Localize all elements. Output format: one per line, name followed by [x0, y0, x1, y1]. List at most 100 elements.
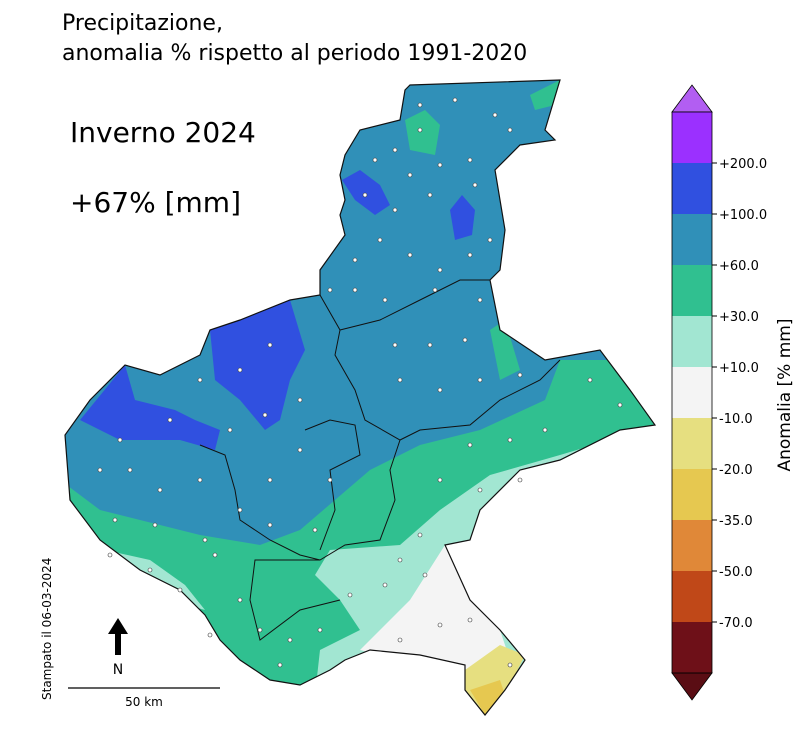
station: [237, 367, 243, 373]
station: [352, 257, 358, 263]
station: [467, 617, 473, 623]
station: [207, 632, 213, 638]
north-label: N: [113, 662, 123, 678]
station: [462, 337, 468, 343]
anomaly-value: +67% [mm]: [70, 186, 241, 219]
station: [452, 97, 458, 103]
station: [417, 127, 423, 133]
station: [467, 157, 473, 163]
province-border: [304, 419, 361, 551]
colorbar-segment: [672, 265, 712, 316]
colorbar: +200.0 +100.0 +60.0 +30.0 +10.0 -10.0 -20.0 -35…: [671, 84, 767, 701]
stations: [97, 97, 623, 668]
colorbar-segment: [672, 214, 712, 265]
station: [377, 237, 383, 243]
station: [382, 582, 388, 588]
station: [167, 417, 173, 423]
station: [202, 537, 208, 543]
station: [327, 477, 333, 483]
station: [422, 572, 428, 578]
colorbar-extend-top: [671, 84, 713, 113]
colorbar-tick-label: -70.0: [719, 616, 753, 631]
zone-100-200: [80, 365, 220, 450]
station: [287, 637, 293, 643]
season: Inverno 2024: [70, 116, 256, 149]
colorbar-segment: [672, 316, 712, 367]
station: [427, 342, 433, 348]
station: [197, 477, 203, 483]
station: [97, 467, 103, 473]
station: [107, 552, 113, 558]
station: [477, 487, 483, 493]
station: [397, 637, 403, 643]
region-outline: [64, 79, 657, 716]
station: [177, 587, 183, 593]
colorbar-tick-label: -20.0: [719, 463, 753, 478]
station: [382, 297, 388, 303]
station: [317, 627, 323, 633]
north-arrow: [108, 618, 128, 655]
station: [347, 592, 353, 598]
station: [267, 342, 273, 348]
station: [237, 507, 243, 513]
station: [417, 532, 423, 538]
station: [487, 237, 493, 243]
colorbar-tick-label: +30.0: [719, 310, 759, 325]
station: [437, 622, 443, 628]
colorbar-segment: [672, 622, 712, 673]
station: [477, 297, 483, 303]
station: [437, 387, 443, 393]
zone-100-200: [342, 170, 390, 215]
station: [507, 662, 513, 668]
station: [472, 182, 478, 188]
zone-30-60: [490, 320, 520, 380]
colorbar-segment: [672, 571, 712, 622]
colorbar-tick-label: -10.0: [719, 412, 753, 427]
station: [262, 412, 268, 418]
colorbar-segment: [672, 418, 712, 469]
station: [492, 112, 498, 118]
station: [117, 437, 123, 443]
station: [297, 397, 303, 403]
province-border: [199, 444, 321, 561]
zone-100-200: [450, 195, 475, 240]
zone-neutral: [360, 540, 510, 670]
colorbar-tick-label: +200.0: [719, 157, 767, 172]
station: [392, 147, 398, 153]
print-date: Stampato il 06-03-2024: [40, 558, 54, 700]
colorbar-tick-label: -35.0: [719, 514, 753, 529]
station: [517, 477, 523, 483]
station: [437, 162, 443, 168]
colorbar-frame: [671, 111, 713, 674]
colorbar-segment: [672, 367, 712, 418]
colorbar-segment: [672, 520, 712, 571]
station: [352, 287, 358, 293]
station: [437, 267, 443, 273]
station: [397, 557, 403, 563]
station: [227, 427, 233, 433]
station: [327, 287, 333, 293]
station: [392, 342, 398, 348]
colorbar-segment: [672, 469, 712, 520]
anomaly-map: [65, 80, 655, 715]
station: [277, 662, 283, 668]
station: [127, 467, 133, 473]
zone-30-60: [405, 110, 440, 155]
station: [267, 522, 273, 528]
station: [112, 517, 118, 523]
colorbar-segment: [672, 163, 712, 214]
station: [152, 522, 158, 528]
station: [297, 447, 303, 453]
station: [467, 442, 473, 448]
station: [362, 192, 368, 198]
station: [397, 377, 403, 383]
colorbar-label: Anomalia [% mm]: [775, 319, 795, 472]
station: [312, 527, 318, 533]
station: [427, 192, 433, 198]
title-line2: anomalia % rispetto al periodo 1991-2020: [62, 41, 527, 66]
station: [157, 487, 163, 493]
station: [507, 437, 513, 443]
station: [477, 377, 483, 383]
station: [467, 252, 473, 258]
